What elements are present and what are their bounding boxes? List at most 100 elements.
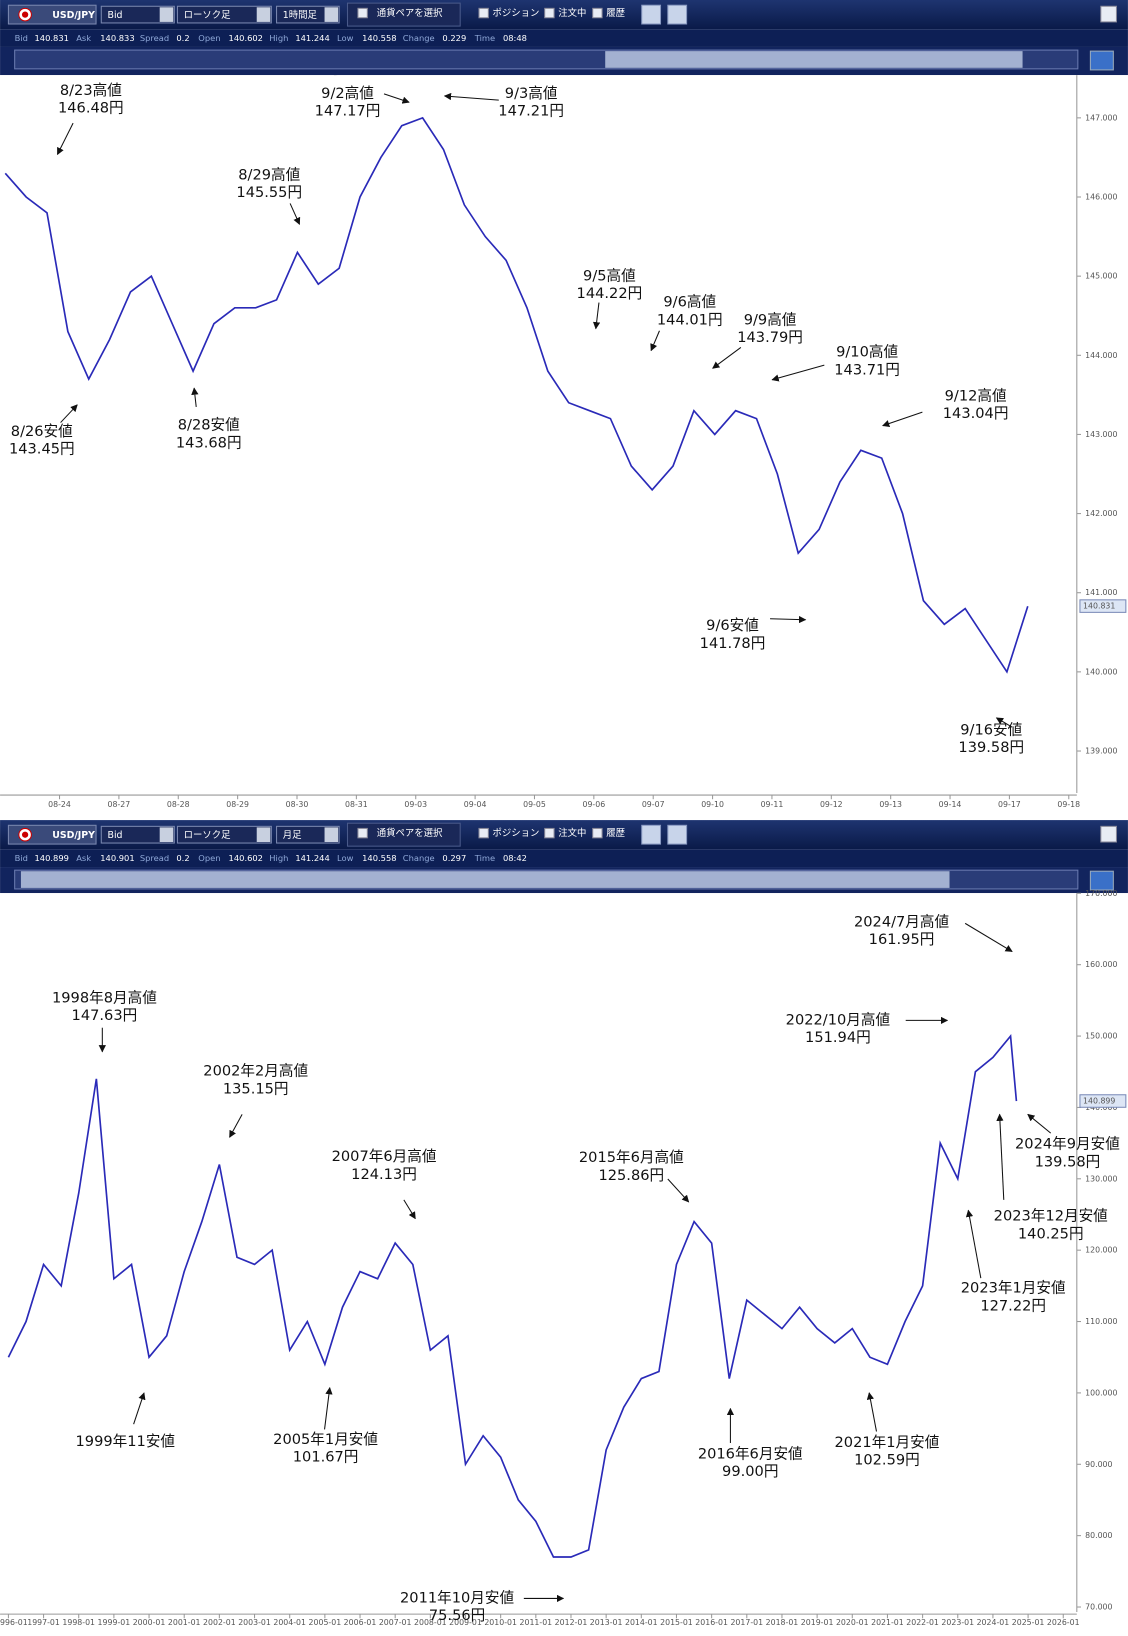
annotation-arrow bbox=[650, 330, 660, 352]
annotation: 9/6安値 bbox=[706, 617, 759, 634]
info-label: Open bbox=[198, 33, 220, 43]
checkbox[interactable] bbox=[592, 827, 603, 839]
annotation-price: 161.95円 bbox=[869, 931, 935, 948]
y-tick-label: 160.000 bbox=[1085, 960, 1117, 969]
annotation: 2011年10月安値 bbox=[400, 1589, 514, 1606]
y-tick-label: 141.000 bbox=[1085, 588, 1117, 597]
info-value: 0.229 bbox=[442, 33, 466, 43]
y-tick-label: 80.000 bbox=[1085, 1531, 1112, 1540]
annotation: 9/6高値 bbox=[663, 294, 716, 311]
checkbox[interactable] bbox=[357, 827, 368, 839]
annotation: 2016年6月安値 bbox=[698, 1445, 803, 1462]
dropdown[interactable] bbox=[100, 5, 175, 24]
pair-box[interactable] bbox=[7, 824, 97, 845]
annotation: 2007年6月高値 bbox=[332, 1148, 437, 1165]
annotation-price: 139.58円 bbox=[958, 739, 1024, 756]
dropdown[interactable] bbox=[176, 825, 272, 844]
info-value: 140.602 bbox=[229, 33, 263, 43]
checkbox[interactable] bbox=[357, 7, 368, 19]
x-tick-label: 08-24 bbox=[48, 800, 71, 809]
info-value: 0.297 bbox=[442, 853, 466, 863]
annotation-price: 147.17円 bbox=[315, 103, 381, 120]
annotation: 2021年1月安値 bbox=[835, 1434, 940, 1451]
x-tick-label: 09-06 bbox=[582, 800, 605, 809]
annotation-arrow bbox=[60, 404, 78, 423]
checkbox[interactable] bbox=[544, 827, 555, 839]
annotation: 9/2高値 bbox=[321, 85, 374, 102]
x-tick-label: 2012-01 bbox=[555, 1618, 588, 1627]
annotation-arrow bbox=[229, 1114, 243, 1138]
x-tick-label: 09-11 bbox=[761, 800, 784, 809]
select-pair-button[interactable] bbox=[346, 2, 461, 27]
y-tick-label: 150.000 bbox=[1085, 1032, 1117, 1041]
dropdown[interactable] bbox=[100, 825, 175, 844]
checkbox-label: 通貨ペアを選択 bbox=[377, 827, 443, 839]
tool-icon[interactable] bbox=[641, 824, 662, 845]
info-value: 0.2 bbox=[176, 853, 189, 863]
annotation: 1998年8月高値 bbox=[52, 990, 157, 1007]
annotation-arrow bbox=[443, 92, 499, 101]
x-tick-label: 09-13 bbox=[879, 800, 902, 809]
dropdown-arrow bbox=[324, 827, 339, 842]
x-tick-label: 2022-01 bbox=[906, 1618, 939, 1627]
tool-icon[interactable] bbox=[667, 4, 688, 25]
x-tick-label: 2004-01 bbox=[273, 1618, 306, 1627]
x-tick-label: 2020-01 bbox=[836, 1618, 869, 1627]
info-value: 140.831 bbox=[34, 33, 68, 43]
dropdown[interactable] bbox=[176, 5, 272, 24]
navigator-button[interactable] bbox=[1089, 50, 1114, 71]
annotation: 2023年12月安値 bbox=[994, 1208, 1108, 1225]
x-tick-label: 09-14 bbox=[939, 800, 962, 809]
x-tick-label: 2017-01 bbox=[730, 1618, 763, 1627]
x-tick-label: 08-30 bbox=[286, 800, 309, 809]
info-label: Spread bbox=[140, 853, 169, 863]
checkbox[interactable] bbox=[478, 827, 489, 839]
restore-icon[interactable] bbox=[1100, 825, 1117, 843]
annotation: 2023年1月安値 bbox=[961, 1280, 1066, 1297]
info-value: 140.833 bbox=[100, 33, 134, 43]
x-tick-label: 2009-01 bbox=[449, 1618, 482, 1627]
navigator-button[interactable] bbox=[1089, 870, 1114, 891]
select-pair-button[interactable] bbox=[346, 822, 461, 847]
annotation-price: 151.94円 bbox=[805, 1029, 871, 1046]
last-price-tag bbox=[1079, 1094, 1127, 1108]
annotation-arrow bbox=[770, 615, 807, 624]
checkbox[interactable] bbox=[544, 7, 555, 19]
x-tick-label: 2013-01 bbox=[590, 1618, 623, 1627]
annotation-arrow bbox=[882, 411, 923, 428]
dropdown-arrow bbox=[159, 7, 174, 22]
annotation-arrow bbox=[995, 717, 1013, 728]
last-price-label: 140.899 bbox=[1083, 1097, 1115, 1106]
navigator-window[interactable] bbox=[20, 871, 950, 888]
annotation: 8/29高値 bbox=[238, 166, 300, 183]
annotation-price: 124.13円 bbox=[351, 1166, 417, 1183]
annotation-price: 139.58円 bbox=[1035, 1153, 1101, 1170]
restore-icon[interactable] bbox=[1100, 5, 1117, 23]
dropdown[interactable] bbox=[276, 5, 340, 24]
dropdown-label: ローソク足 bbox=[184, 830, 232, 841]
tool-icon[interactable] bbox=[641, 4, 662, 25]
annotation: 9/10高値 bbox=[836, 344, 898, 361]
y-tick-label: 90.000 bbox=[1085, 1460, 1112, 1469]
info-label: High bbox=[269, 853, 288, 863]
x-tick-label: 2026-01 bbox=[1047, 1618, 1080, 1627]
tool-icon[interactable] bbox=[667, 824, 688, 845]
dropdown-label: ローソク足 bbox=[184, 10, 232, 21]
annotation-arrow bbox=[592, 302, 601, 330]
annotation: 8/23高値 bbox=[60, 82, 122, 99]
x-tick-label: 2008-01 bbox=[414, 1618, 447, 1627]
annotation: 1999年11安値 bbox=[76, 1433, 176, 1450]
dropdown[interactable] bbox=[276, 825, 340, 844]
checkbox[interactable] bbox=[478, 7, 489, 19]
y-tick-label: 144.000 bbox=[1085, 351, 1117, 360]
annotation-price: 143.45円 bbox=[9, 441, 75, 458]
annotation-arrow bbox=[403, 1199, 416, 1220]
annotation-price: 127.22円 bbox=[980, 1297, 1046, 1314]
navigator-window[interactable] bbox=[605, 51, 1023, 68]
annotation-arrow bbox=[866, 1392, 878, 1432]
checkbox[interactable] bbox=[592, 7, 603, 19]
annotation: 9/12高値 bbox=[945, 387, 1007, 404]
annotation: 8/26安値 bbox=[11, 423, 73, 440]
pair-box[interactable] bbox=[7, 4, 97, 25]
